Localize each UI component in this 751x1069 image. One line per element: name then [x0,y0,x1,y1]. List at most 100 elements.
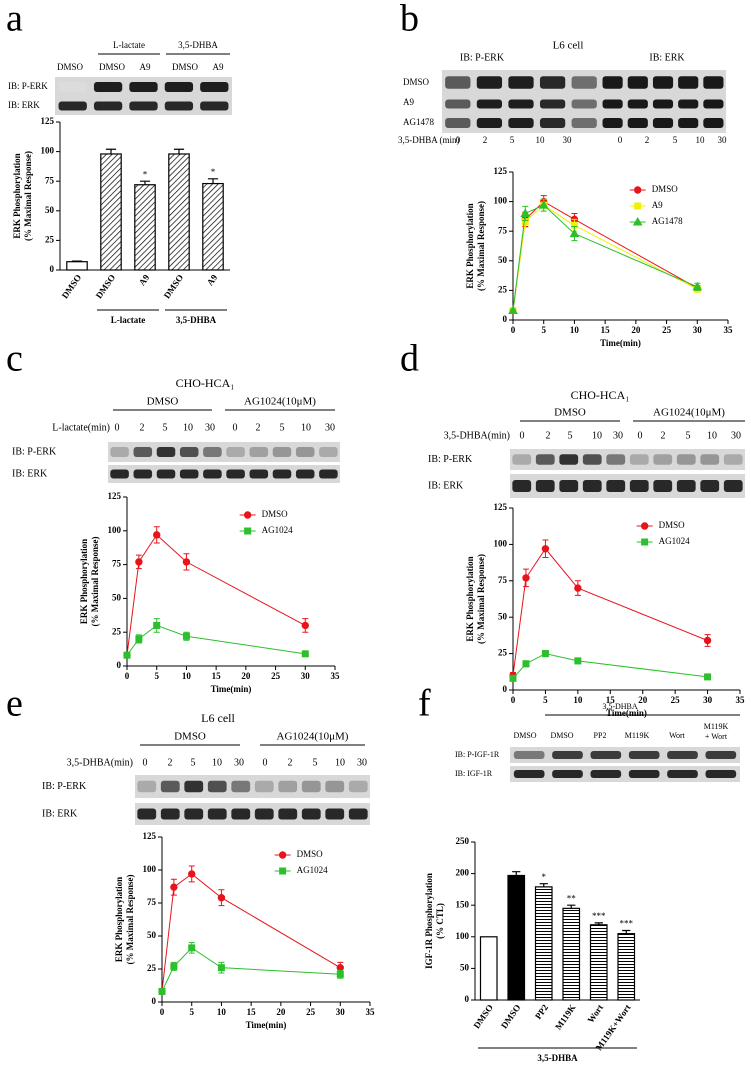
legend-label: AG1478 [652,216,683,226]
blot-band [590,751,622,759]
x-tick-label: 5 [543,695,548,705]
y-tick-label: 0 [152,996,157,1006]
blot-band [184,808,204,820]
row-label: IB: P-ERK [42,781,87,792]
blot-group: 3,5-DHBA [178,40,218,50]
marker [217,894,226,902]
x-tick-label: 20 [638,695,648,705]
y-tick-label: 75 [498,225,508,235]
y-tick-label: 50 [112,592,122,602]
x-tick-label: DMSO [162,273,186,301]
row-label: AG1478 [403,117,434,127]
blot-band [249,469,269,479]
error-bar [139,180,151,185]
time-label: 3,5-DHBA(min) [444,430,510,441]
marker [123,651,131,659]
marker [153,621,161,629]
y-tick-label: 75 [45,175,55,185]
y-tick-label: 0 [117,660,122,670]
blot-band [559,454,579,465]
panel-label: b [400,0,419,40]
blot-band [93,82,123,92]
time-tick: 30 [731,430,741,441]
blot-group: DMSO [174,731,206,743]
blot-band [627,76,648,89]
legend-label: DMSO [297,849,324,859]
blot-band [231,808,251,820]
time-tick: 0 [233,422,238,433]
blot-band [582,480,602,492]
legend-marker [634,186,642,194]
y-tick-label: 50 [45,205,55,215]
series-line [161,873,341,992]
lane-label: DMSO [550,731,573,740]
blot-band [133,447,153,457]
blot-band [513,751,545,759]
x-axis-label: Time(min) [211,684,252,694]
legend-label: AG1024 [262,525,293,535]
blot-band [705,770,737,778]
blot-band [705,751,737,759]
x-tick-label: 35 [366,1007,376,1017]
blot-band [508,99,534,109]
blot-band [571,118,597,128]
blot-band [156,469,176,479]
x-tick-label: 5 [189,1007,194,1017]
x-tick-label: 0 [160,1007,165,1017]
marker [508,305,518,315]
error-bar [71,260,83,262]
time-tick: 5 [191,757,196,768]
y-tick-label: 125 [494,502,508,512]
panel-label: d [400,338,419,380]
group-label: L-lactate [111,315,145,325]
bar [100,153,122,271]
marker [692,281,703,291]
blot-band [133,469,153,479]
y-axis-label: (% Maximal Response) [90,537,100,627]
y-tick-label: 100 [41,146,55,156]
blot-band [58,82,87,92]
y-axis-label: ERK Phosphorylation [12,153,22,238]
blot-band [272,469,292,479]
blot-band [203,447,222,457]
time-tick: 2 [140,422,145,433]
y-tick-label: 0 [503,684,508,694]
error-bar [512,871,521,876]
series-line [126,534,306,656]
error-bar [622,929,631,934]
blot-band [164,101,194,111]
y-tick-label: 75 [147,897,157,907]
x-tick-label: 30 [703,695,713,705]
x-tick-label: 10 [570,325,580,335]
blot-band [629,454,649,465]
blot-band [184,780,204,793]
blot-band [301,808,321,820]
marker [569,228,580,238]
group-label: 3,5-DHBA [176,315,217,325]
blot-band [129,82,158,92]
x-tick-label: 20 [631,325,641,335]
blot-band [552,751,583,759]
time-tick: 5 [510,135,515,145]
marker [301,621,309,630]
x-tick-label: 25 [271,671,281,681]
marker [135,558,143,566]
legend-label: DMSO [652,184,679,194]
x-tick-label: 15 [247,1007,257,1017]
bar [534,886,553,1001]
y-tick-label: 250 [456,836,470,846]
marker [574,584,582,592]
y-tick-label: 0 [465,994,470,1004]
marker [509,674,517,682]
blot-band [602,76,623,89]
blot-band [535,454,555,465]
blot-band [226,469,245,479]
blot-band [627,118,648,128]
x-tick-label: DMSO [94,273,118,301]
group-label: 3,5-DHBA [537,1053,578,1063]
blot-band [559,480,579,492]
x-tick-label: 35 [724,325,734,335]
y-tick-label: 125 [108,491,122,501]
blot-band [278,808,298,820]
blot-band [110,469,129,479]
